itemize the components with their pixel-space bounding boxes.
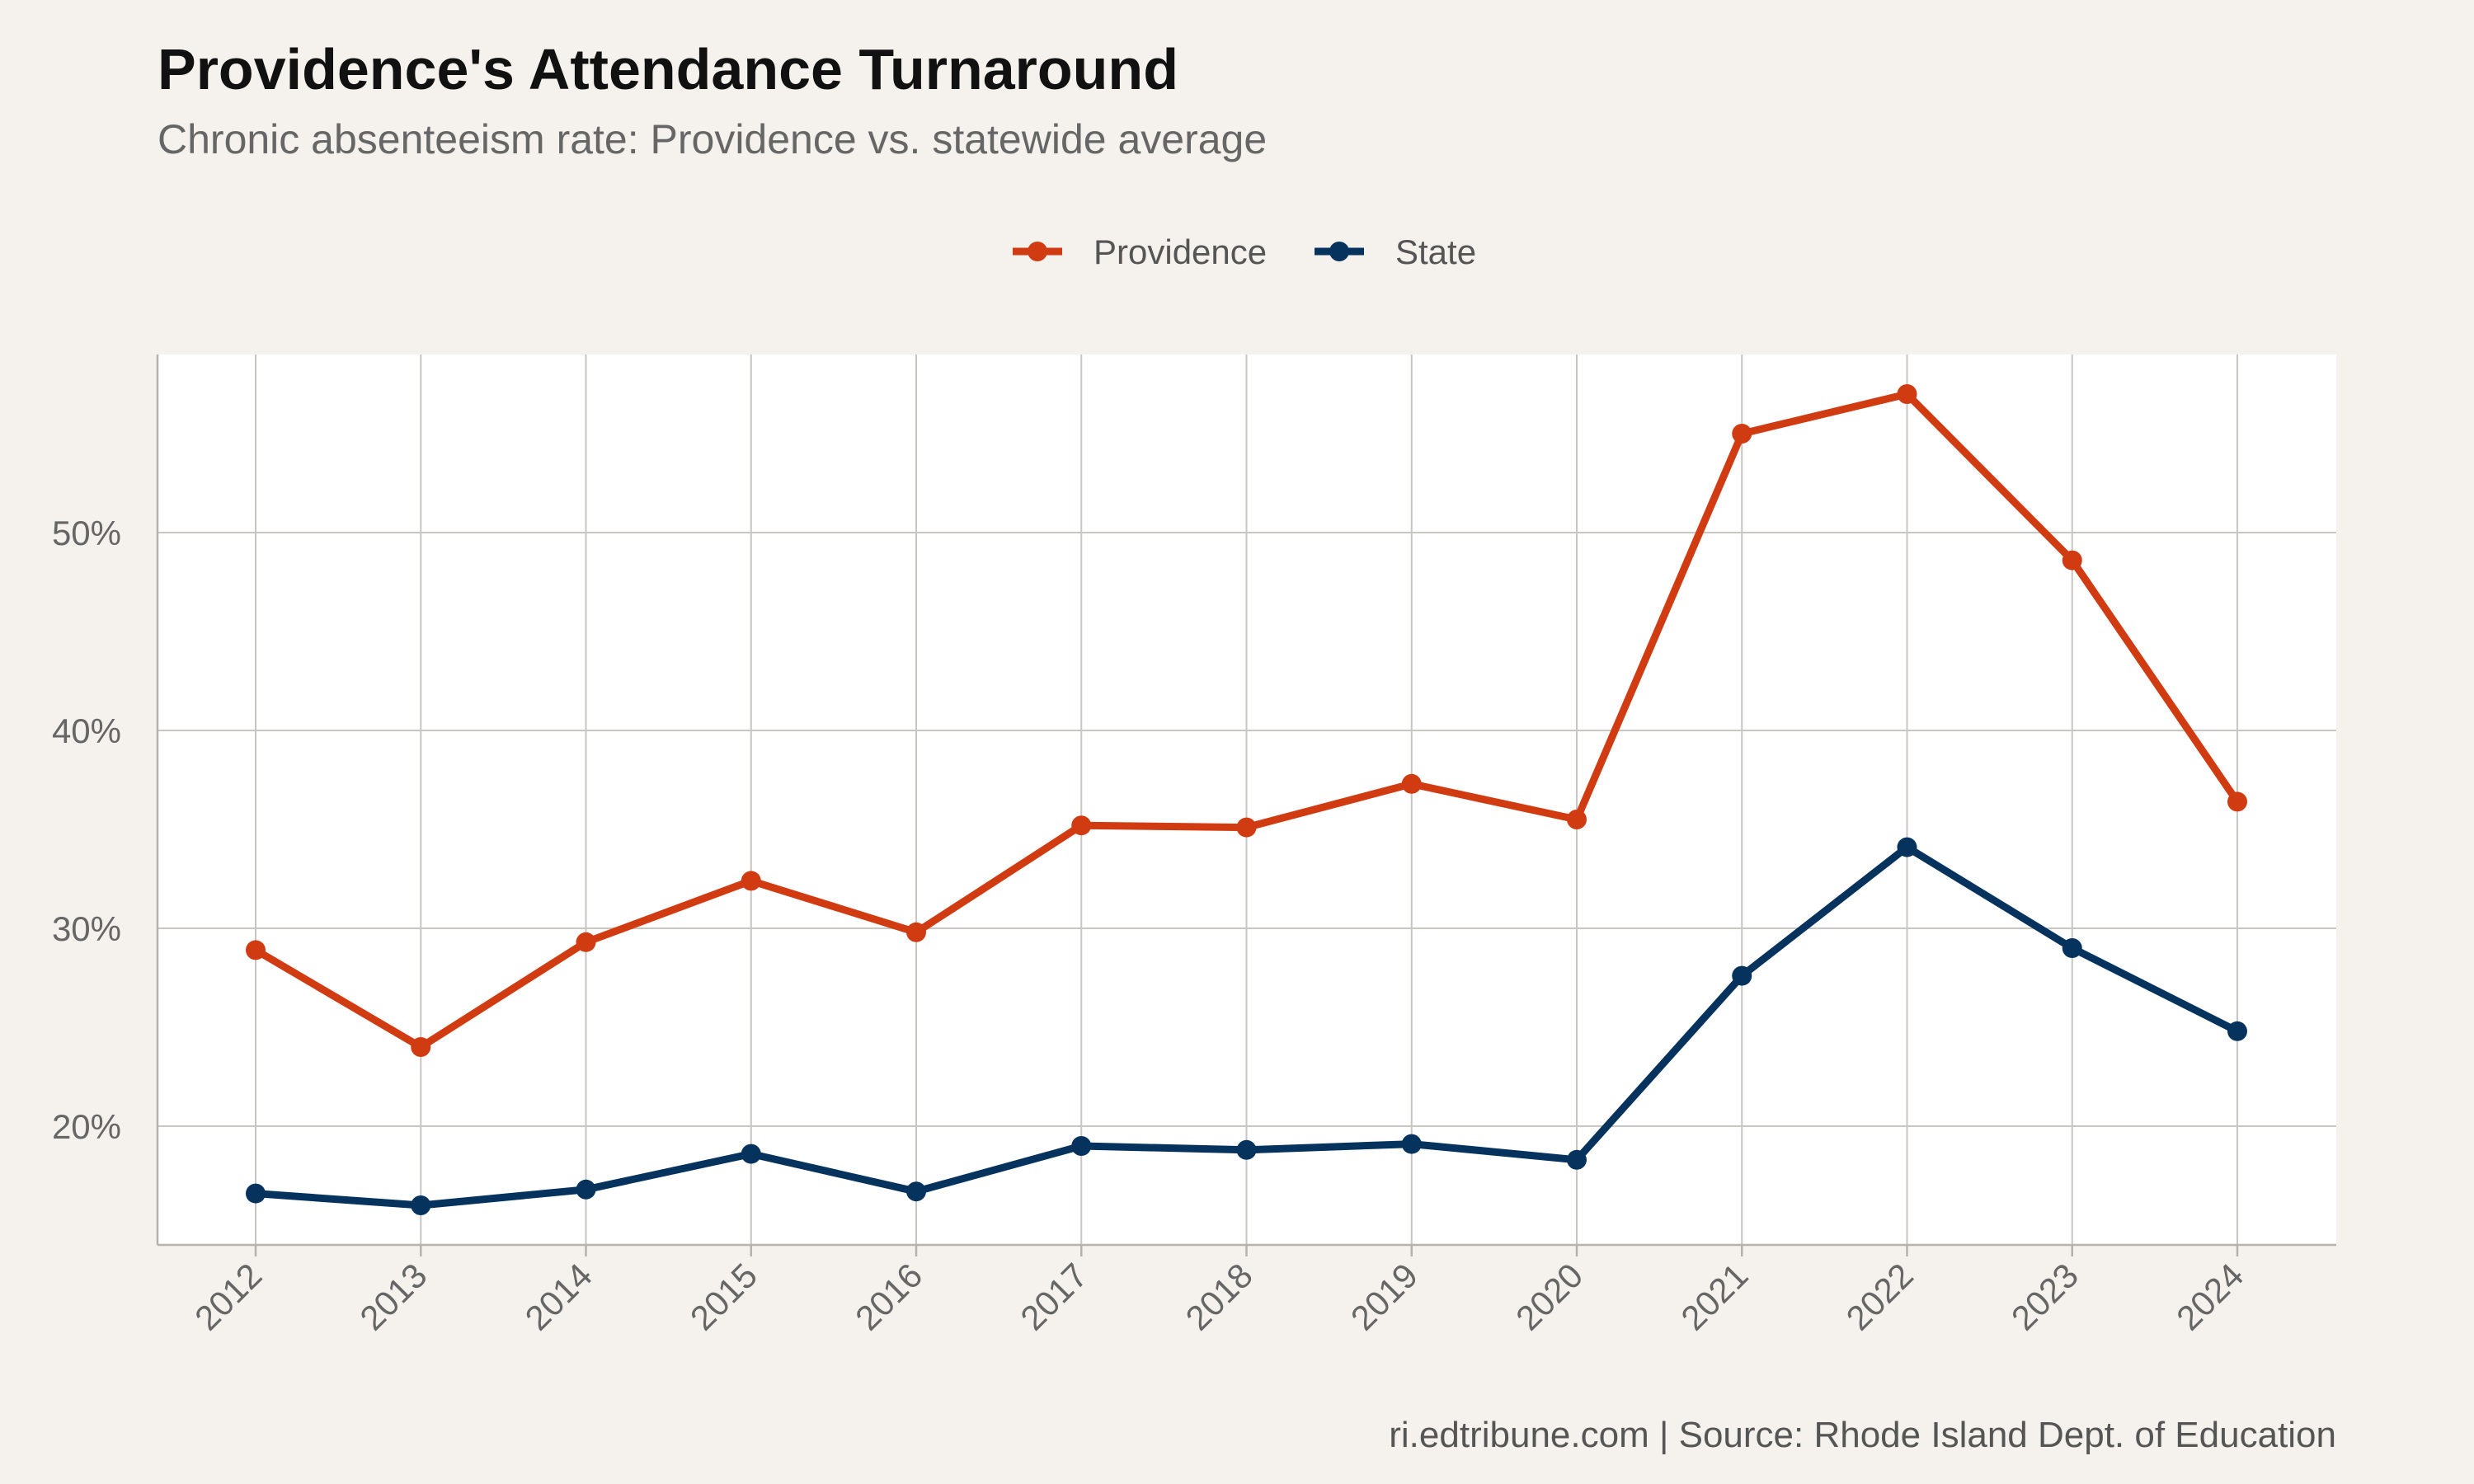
- data-point-providence-2024: [2227, 791, 2247, 812]
- data-point-state-2024: [2227, 1021, 2247, 1041]
- chart-title: Providence's Attendance Turnaround: [158, 37, 1178, 101]
- source-caption: ri.edtribune.com | Source: Rhode Island …: [1389, 1415, 2336, 1455]
- x-tick-label-2018: 2018: [1178, 1256, 1260, 1337]
- data-point-providence-2022: [1897, 384, 1917, 404]
- data-point-state-2014: [576, 1179, 596, 1200]
- data-point-state-2022: [1897, 837, 1917, 857]
- data-point-state-2023: [2062, 938, 2082, 958]
- data-point-providence-2021: [1732, 424, 1752, 444]
- x-tick-label-2020: 2020: [1508, 1256, 1590, 1337]
- data-point-state-2021: [1732, 965, 1752, 986]
- data-point-state-2013: [411, 1195, 431, 1215]
- grid-lines: [158, 355, 2336, 1245]
- x-tick-label-2022: 2022: [1839, 1256, 1921, 1337]
- legend: Providence State: [1013, 232, 1476, 271]
- axes: [156, 355, 2336, 1256]
- data-point-state-2012: [246, 1183, 266, 1204]
- x-tick-label-2017: 2017: [1013, 1256, 1094, 1337]
- data-point-providence-2019: [1401, 773, 1422, 794]
- x-tick-label-2015: 2015: [683, 1256, 764, 1337]
- data-point-providence-2017: [1071, 815, 1092, 836]
- x-tick-label-2019: 2019: [1343, 1256, 1425, 1337]
- data-point-providence-2023: [2062, 550, 2082, 571]
- series-group: [246, 384, 2247, 1215]
- data-point-providence-2018: [1236, 817, 1257, 838]
- chart-subtitle: Chronic absenteeism rate: Providence vs.…: [158, 116, 1268, 162]
- y-tick-label-50: 50%: [52, 514, 121, 552]
- data-point-state-2016: [906, 1181, 926, 1202]
- x-tick-label-2021: 2021: [1673, 1256, 1755, 1337]
- data-point-state-2018: [1236, 1139, 1257, 1160]
- data-point-state-2015: [741, 1144, 761, 1164]
- data-point-state-2019: [1401, 1134, 1422, 1154]
- x-tick-label-2014: 2014: [518, 1256, 600, 1337]
- y-tick-label-20: 20%: [52, 1107, 121, 1146]
- x-tick-label-2013: 2013: [352, 1256, 434, 1337]
- data-point-providence-2016: [906, 922, 926, 942]
- legend-swatch-point-providence: [1028, 242, 1047, 261]
- data-point-state-2020: [1567, 1149, 1587, 1170]
- x-tick-label-2024: 2024: [2169, 1256, 2251, 1337]
- legend-label-providence: Providence: [1094, 232, 1267, 271]
- legend-swatch-point-state: [1329, 242, 1349, 261]
- data-point-providence-2015: [741, 871, 761, 891]
- data-point-providence-2014: [576, 932, 596, 952]
- data-point-state-2017: [1071, 1136, 1092, 1156]
- x-tick-label-2023: 2023: [2004, 1256, 2086, 1337]
- data-point-providence-2020: [1567, 810, 1587, 829]
- x-tick-label-2012: 2012: [187, 1256, 269, 1337]
- y-tick-label-40: 40%: [52, 711, 121, 750]
- legend-label-state: State: [1395, 232, 1476, 271]
- x-tick-label-2016: 2016: [848, 1256, 929, 1337]
- y-tick-label-30: 30%: [52, 909, 121, 948]
- data-point-providence-2012: [246, 940, 266, 960]
- data-point-providence-2013: [411, 1037, 431, 1057]
